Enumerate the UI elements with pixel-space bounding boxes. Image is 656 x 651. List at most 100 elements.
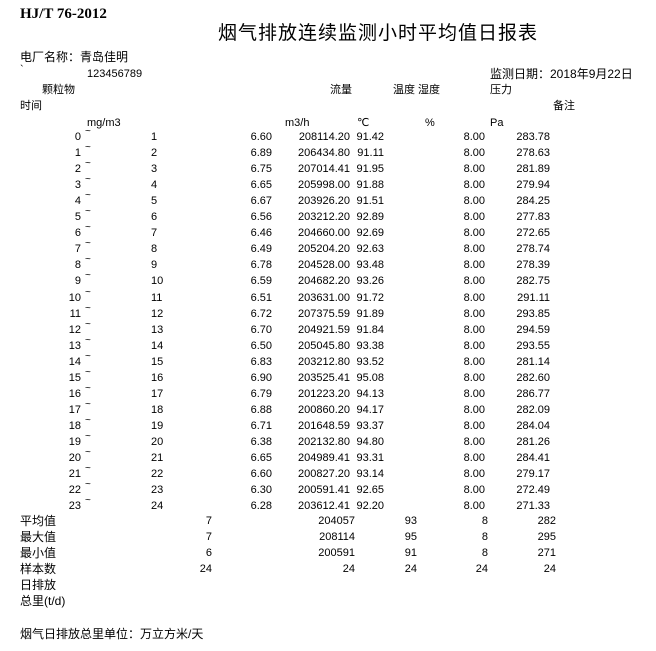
humidity-value: 8.00 [463,339,485,352]
flow-value: 208114.20 [298,131,350,143]
pressure-value: 278.74 [516,243,550,256]
range-tilde: ~ [85,142,91,154]
hour-end: 20 [151,435,164,448]
summary-particulate: 24 [199,563,212,575]
temp-value: 91.84 [356,323,384,336]
pressure-value: 272.65 [516,227,550,240]
particulate-value: 6.65 [250,179,272,192]
range-tilde: ~ [85,158,91,170]
pressure-value: 278.39 [516,259,550,272]
pressure-value: 277.83 [516,211,550,224]
particulate-value: 6.67 [250,195,272,208]
humidity-value: 8.00 [463,371,485,384]
header-temp-humidity: 温度 湿度 [393,84,441,96]
hour-start: 18 [68,419,81,432]
temp-value: 95.08 [356,371,384,384]
flow-value: 200827.20 [298,468,350,481]
unit-particulate: mg/m3 [87,117,121,129]
flow-value: 203612.41 [298,500,350,513]
pressure-value: 284.04 [516,419,550,432]
hour-end: 22 [151,468,164,481]
flow-value: 205204.20 [298,243,350,256]
temp-value: 91.51 [356,195,384,208]
particulate-value: 6.60 [250,131,272,143]
range-tilde: ~ [85,302,91,314]
hour-start: 23 [68,500,81,513]
flow-value: 203212.20 [298,211,350,224]
range-tilde: ~ [85,495,91,507]
hour-start: 7 [74,243,81,256]
humidity-value: 8.00 [463,387,485,400]
temp-value: 93.52 [356,355,384,368]
temp-value: 92.20 [356,500,384,513]
particulate-value: 6.65 [250,452,272,464]
humidity-value: 8.00 [463,131,485,143]
pressure-value: 291.11 [517,291,550,304]
hour-start: 0 [74,131,81,143]
temp-value: 94.13 [356,387,384,400]
hour-start: 4 [74,195,81,208]
flow-value: 204528.00 [298,259,350,272]
hour-end: 15 [151,355,164,368]
hour-end: 1 [151,131,158,143]
particulate-value: 6.30 [250,484,272,497]
humidity-value: 8.00 [463,452,485,464]
plant-name: 电厂名称：青岛佳明 [20,50,129,64]
hour-start: 22 [68,484,81,497]
hour-end: 23 [151,484,164,497]
hour-end: 16 [151,371,164,384]
temp-value: 91.89 [356,307,384,320]
range-tilde: ~ [85,334,91,346]
range-tilde: ~ [85,270,91,282]
hour-start: 9 [74,275,81,288]
temp-value: 94.17 [356,403,384,416]
humidity-value: 8.00 [463,291,485,304]
flow-value: 207375.59 [298,307,350,320]
hour-start: 2 [74,163,81,176]
particulate-value: 6.49 [250,243,272,256]
temp-value: 92.69 [356,227,384,240]
humidity-value: 8.00 [463,275,485,288]
hour-end: 11 [151,291,163,304]
hour-start: 20 [68,452,81,464]
flow-value: 200591.41 [298,484,350,497]
humidity-value: 8.00 [463,195,485,208]
header-particulate: 颗粒物 [42,84,75,96]
range-tilde: ~ [85,286,91,298]
pressure-value: 272.49 [516,484,550,497]
particulate-value: 6.51 [250,291,272,304]
hour-start: 6 [74,227,81,240]
monitor-date: 监测日期：2018年9月22日 [490,67,633,81]
flow-value: 205045.80 [298,339,350,352]
summary-particulate: 7 [205,531,212,543]
summary-pressure: 24 [543,563,556,575]
particulate-value: 6.56 [250,211,272,224]
hour-end: 19 [151,419,164,432]
pressure-value: 271.33 [516,500,550,513]
humidity-value: 8.00 [463,227,485,240]
humidity-value: 8.00 [463,259,485,272]
hour-start: 12 [68,323,81,336]
range-tilde: ~ [85,174,91,186]
particulate-value: 6.71 [250,419,272,432]
humidity-value: 8.00 [463,484,485,497]
hour-end: 3 [151,163,158,176]
range-tilde: ~ [85,447,91,458]
humidity-value: 8.00 [463,403,485,416]
flow-value: 204921.59 [298,323,350,336]
pressure-value: 279.17 [516,468,550,481]
temp-value: 93.14 [356,468,384,481]
particulate-value: 6.38 [250,435,272,448]
header-flow: 流量 [330,84,352,96]
temp-value: 93.38 [356,339,384,352]
hour-end: 14 [151,339,164,352]
hour-end: 6 [151,211,158,224]
range-tilde: ~ [85,463,91,475]
particulate-value: 6.28 [250,500,272,513]
pressure-value: 283.78 [516,131,550,143]
range-tilde: ~ [85,126,91,137]
pressure-value: 278.63 [516,147,550,160]
flow-value: 202132.80 [298,435,350,448]
hour-end: 24 [151,500,164,513]
summary-label: 平均值 [20,514,57,528]
